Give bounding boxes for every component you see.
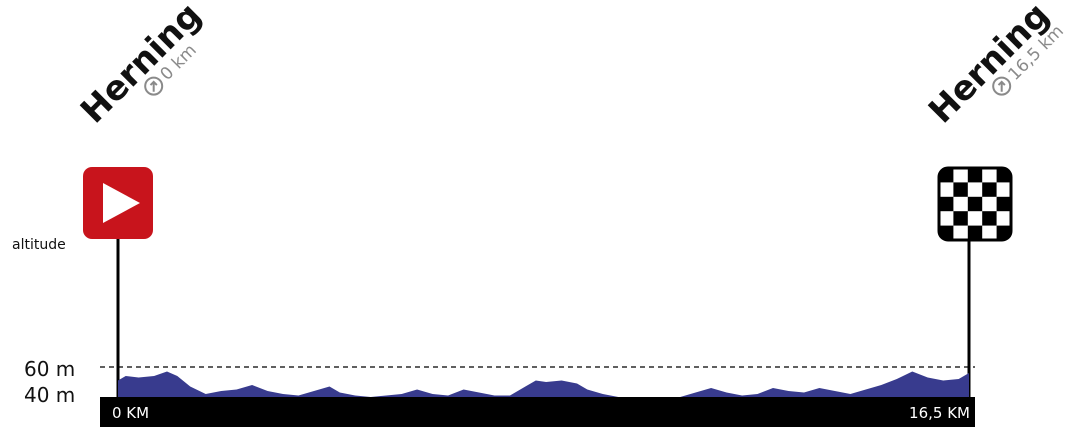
checker-square: [939, 182, 954, 198]
checker-square: [953, 211, 969, 226]
start-label-group: Herning 0 km: [73, 0, 209, 131]
checker-square: [953, 225, 969, 240]
checker-square: [967, 225, 983, 240]
checker-square: [939, 211, 954, 226]
checker-square: [982, 182, 997, 198]
checker-square: [939, 196, 954, 212]
checker-square: [982, 196, 997, 212]
x-tick-label-end: 16,5 KM: [909, 404, 970, 422]
y-tick-label-60: 60 m: [24, 357, 75, 381]
checker-square: [982, 168, 997, 183]
finish-arrow-icon: [992, 76, 1012, 96]
checker-square: [953, 182, 969, 198]
checker-square: [967, 182, 983, 198]
start-play-flag-icon: [83, 167, 153, 400]
checker-square: [982, 225, 997, 240]
checker-square: [996, 211, 1011, 226]
checker-square: [967, 211, 983, 226]
elevation-profile-area: [118, 371, 969, 397]
start-arrow-icon: [144, 76, 164, 96]
play-triangle-icon: [103, 183, 140, 223]
checker-square: [996, 182, 1011, 198]
checkered-flag-icon: [937, 166, 1013, 400]
distance-axis-bar: [100, 397, 975, 427]
checker-square: [967, 168, 983, 183]
checker-square: [953, 196, 969, 212]
checker-square: [953, 168, 969, 183]
checker-square: [967, 196, 983, 212]
y-tick-label-40: 40 m: [24, 383, 75, 407]
finish-label-group: Herning 16,5 km: [921, 0, 1065, 131]
x-tick-label-start: 0 KM: [112, 404, 149, 422]
y-axis-title: altitude: [12, 237, 66, 253]
checker-square: [996, 196, 1011, 212]
checker-square: [982, 211, 997, 226]
